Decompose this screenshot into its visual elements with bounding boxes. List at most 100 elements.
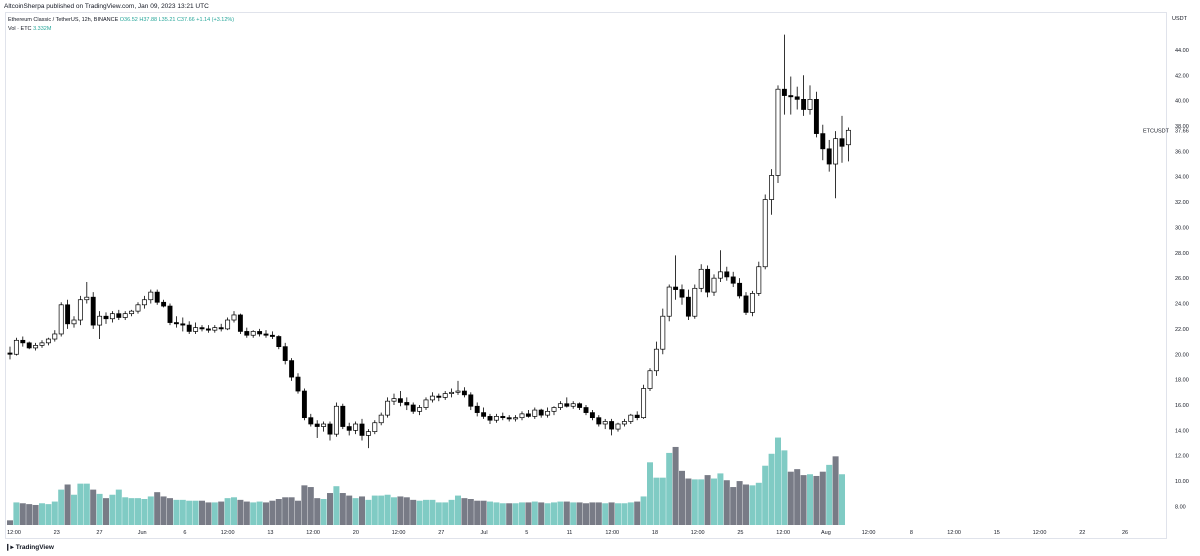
volume-bar xyxy=(467,499,474,525)
candle xyxy=(129,309,135,317)
volume-bar xyxy=(794,469,801,525)
candle xyxy=(628,413,634,425)
candle xyxy=(513,415,519,422)
volume-bar xyxy=(666,452,673,525)
candle xyxy=(807,85,813,115)
volume-bar xyxy=(186,500,193,525)
legend-volume-value: 3.332M xyxy=(33,26,52,32)
candle xyxy=(308,413,314,427)
candle xyxy=(359,418,365,441)
candle xyxy=(749,290,755,317)
volume-bar xyxy=(19,503,26,525)
volume-bar xyxy=(755,482,762,525)
volume-bar xyxy=(525,502,532,525)
candle xyxy=(557,401,563,411)
tradingview-logo[interactable]: ❙▸ TradingView xyxy=(5,543,54,551)
legend-ohlc: O36.52 H37.88 L35.21 C37.66 +1.14 (+3.12… xyxy=(119,17,235,23)
candle xyxy=(698,264,704,293)
volume-bar xyxy=(410,499,417,525)
volume-bar xyxy=(7,520,13,525)
volume-bar xyxy=(589,502,596,525)
candle xyxy=(404,397,410,411)
volume-bar xyxy=(672,446,679,525)
time-tick-label: 13 xyxy=(267,530,273,536)
candle xyxy=(449,388,455,398)
candle xyxy=(346,422,352,436)
volume-bar xyxy=(71,494,77,525)
volume-bar xyxy=(423,499,429,525)
volume-bar xyxy=(653,477,660,525)
candle xyxy=(602,418,608,430)
candle xyxy=(340,403,346,430)
candle xyxy=(833,131,839,199)
volume-bar xyxy=(378,495,385,525)
candle xyxy=(500,412,506,421)
volume-bar xyxy=(474,500,481,525)
candle xyxy=(769,169,775,215)
candle xyxy=(26,341,32,350)
volume-bar xyxy=(519,502,525,525)
candle xyxy=(186,321,192,334)
candle xyxy=(225,317,231,331)
candle xyxy=(781,34,787,115)
legend-volume-row: Vol · ETC 3.332M xyxy=(8,25,234,34)
volume-bar xyxy=(621,503,628,525)
volume-bar xyxy=(135,498,141,525)
price-tick-label: 16.00 xyxy=(1175,403,1189,409)
candle xyxy=(122,311,128,321)
volume-bar xyxy=(499,503,506,525)
candle xyxy=(442,391,448,400)
volume-bar xyxy=(448,499,455,525)
candle xyxy=(90,292,96,329)
candle xyxy=(77,295,83,326)
volume-bar xyxy=(288,497,295,525)
candle xyxy=(609,418,615,436)
volume-bar xyxy=(762,465,769,525)
volume-bar xyxy=(64,484,71,525)
volume-bar xyxy=(557,501,564,525)
volume-bar xyxy=(160,496,167,525)
candle xyxy=(519,411,525,421)
candle xyxy=(615,422,621,432)
candle xyxy=(65,299,71,329)
volume-bar xyxy=(90,489,97,525)
volume-bar xyxy=(435,502,442,525)
volume-bar xyxy=(282,497,289,525)
price-tick-label: 10.00 xyxy=(1175,479,1189,485)
volume-bar xyxy=(717,473,724,525)
volume-bar xyxy=(819,471,826,525)
volume-bar xyxy=(154,492,161,525)
candle xyxy=(244,327,250,338)
volume-bar xyxy=(807,474,813,525)
candle xyxy=(231,311,237,323)
publisher-line: AltcoinSherpa published on TradingView.c… xyxy=(4,3,209,10)
candle xyxy=(167,303,173,326)
volume-bar xyxy=(83,483,90,525)
time-axis[interactable]: 12:00 23 27 Jun 6 12:00 13 12:00 20 12:00 27 Jul 5 11… xyxy=(7,530,1128,536)
price-tick-label: 30.00 xyxy=(1175,225,1189,231)
volume-bar xyxy=(115,489,122,525)
price-tick-label: 42.00 xyxy=(1175,73,1189,79)
volume-bar xyxy=(749,485,756,525)
volume-bar xyxy=(551,502,557,525)
time-tick-label: 12:00 xyxy=(7,530,21,536)
candle xyxy=(193,322,199,334)
candle xyxy=(839,115,845,163)
volume-bar xyxy=(531,501,538,525)
candle xyxy=(333,402,339,437)
price-axis[interactable]: USDT 8.00 10.00 12.00 14.00 16.00 18.00 20.00 22… xyxy=(1172,16,1189,510)
volume-bar xyxy=(122,497,129,525)
tradingview-logo-icon: ❙▸ xyxy=(5,544,14,551)
price-tick-label: 8.00 xyxy=(1175,504,1186,510)
legend-symbol-row: Ethereum Classic / TetherUS, 12h, BINANC… xyxy=(8,16,234,25)
candle xyxy=(692,284,698,319)
volume-bar xyxy=(384,494,391,525)
volume-bar xyxy=(365,499,372,525)
time-tick-label: 18 xyxy=(652,530,658,536)
volume-bar xyxy=(538,502,545,525)
volume-bar xyxy=(698,479,705,525)
volume-bar xyxy=(26,504,33,525)
candle xyxy=(33,342,39,351)
time-tick-label: 12:00 xyxy=(605,530,619,536)
